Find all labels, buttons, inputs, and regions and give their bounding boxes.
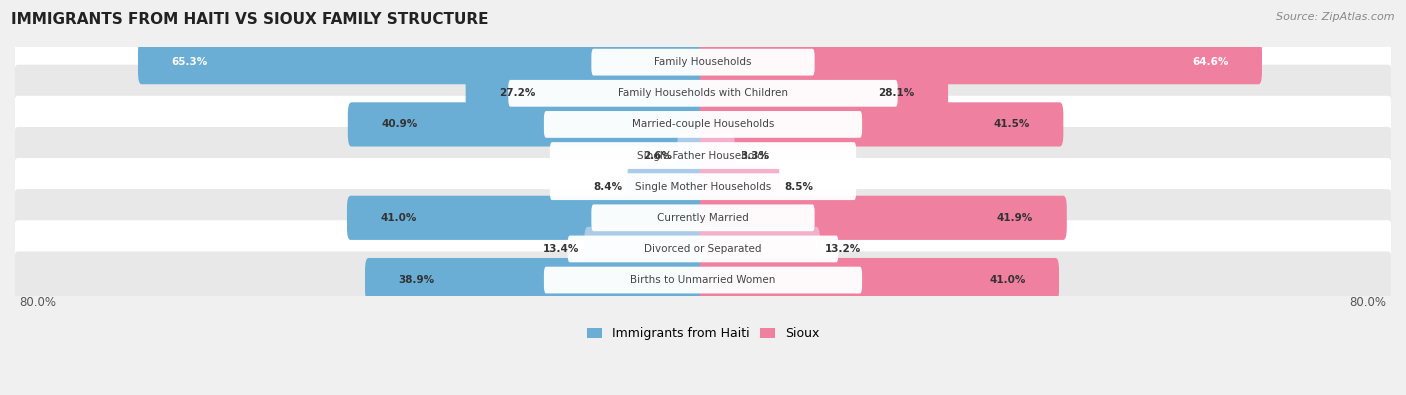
Text: 40.9%: 40.9% — [381, 119, 418, 130]
Text: Source: ZipAtlas.com: Source: ZipAtlas.com — [1277, 12, 1395, 22]
Text: 41.9%: 41.9% — [997, 213, 1033, 223]
FancyBboxPatch shape — [700, 258, 1059, 302]
Text: 41.0%: 41.0% — [990, 275, 1025, 285]
FancyBboxPatch shape — [700, 165, 779, 209]
FancyBboxPatch shape — [585, 227, 706, 271]
Text: 41.0%: 41.0% — [381, 213, 416, 223]
Text: 65.3%: 65.3% — [172, 57, 208, 67]
Text: 13.4%: 13.4% — [543, 244, 579, 254]
Text: Births to Unmarried Women: Births to Unmarried Women — [630, 275, 776, 285]
FancyBboxPatch shape — [366, 258, 706, 302]
Text: Family Households: Family Households — [654, 57, 752, 67]
FancyBboxPatch shape — [347, 102, 706, 147]
Legend: Immigrants from Haiti, Sioux: Immigrants from Haiti, Sioux — [583, 324, 823, 344]
FancyBboxPatch shape — [465, 71, 706, 115]
Text: 8.4%: 8.4% — [593, 182, 623, 192]
Text: 64.6%: 64.6% — [1192, 57, 1229, 67]
Text: 28.1%: 28.1% — [879, 88, 914, 98]
FancyBboxPatch shape — [568, 235, 838, 262]
Text: 27.2%: 27.2% — [499, 88, 536, 98]
Text: 80.0%: 80.0% — [20, 296, 56, 309]
FancyBboxPatch shape — [700, 71, 948, 115]
Text: Divorced or Separated: Divorced or Separated — [644, 244, 762, 254]
Text: Married-couple Households: Married-couple Households — [631, 119, 775, 130]
FancyBboxPatch shape — [13, 220, 1393, 278]
Text: Family Households with Children: Family Households with Children — [619, 88, 787, 98]
Text: IMMIGRANTS FROM HAITI VS SIOUX FAMILY STRUCTURE: IMMIGRANTS FROM HAITI VS SIOUX FAMILY ST… — [11, 12, 489, 27]
Text: 13.2%: 13.2% — [825, 244, 862, 254]
FancyBboxPatch shape — [347, 196, 706, 240]
FancyBboxPatch shape — [13, 65, 1393, 122]
FancyBboxPatch shape — [700, 102, 1063, 147]
FancyBboxPatch shape — [13, 158, 1393, 215]
Text: 80.0%: 80.0% — [1350, 296, 1386, 309]
FancyBboxPatch shape — [700, 227, 820, 271]
FancyBboxPatch shape — [13, 127, 1393, 184]
FancyBboxPatch shape — [550, 173, 856, 200]
FancyBboxPatch shape — [700, 196, 1067, 240]
Text: Single Mother Households: Single Mother Households — [636, 182, 770, 192]
FancyBboxPatch shape — [13, 96, 1393, 153]
FancyBboxPatch shape — [700, 134, 735, 178]
Text: 41.5%: 41.5% — [994, 119, 1029, 130]
FancyBboxPatch shape — [509, 80, 897, 107]
FancyBboxPatch shape — [13, 34, 1393, 91]
FancyBboxPatch shape — [700, 40, 1263, 84]
FancyBboxPatch shape — [13, 252, 1393, 309]
FancyBboxPatch shape — [627, 165, 706, 209]
FancyBboxPatch shape — [544, 267, 862, 293]
FancyBboxPatch shape — [550, 142, 856, 169]
Text: 3.3%: 3.3% — [740, 150, 769, 160]
FancyBboxPatch shape — [592, 49, 814, 75]
Text: Currently Married: Currently Married — [657, 213, 749, 223]
Text: 2.6%: 2.6% — [643, 150, 672, 160]
FancyBboxPatch shape — [138, 40, 706, 84]
FancyBboxPatch shape — [544, 111, 862, 138]
FancyBboxPatch shape — [678, 134, 706, 178]
FancyBboxPatch shape — [13, 189, 1393, 246]
Text: 8.5%: 8.5% — [785, 182, 814, 192]
Text: 38.9%: 38.9% — [398, 275, 434, 285]
FancyBboxPatch shape — [592, 205, 814, 231]
Text: Single Father Households: Single Father Households — [637, 150, 769, 160]
